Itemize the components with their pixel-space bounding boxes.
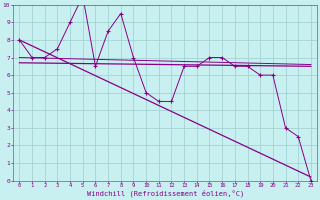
X-axis label: Windchill (Refroidissement éolien,°C): Windchill (Refroidissement éolien,°C): [86, 190, 244, 197]
